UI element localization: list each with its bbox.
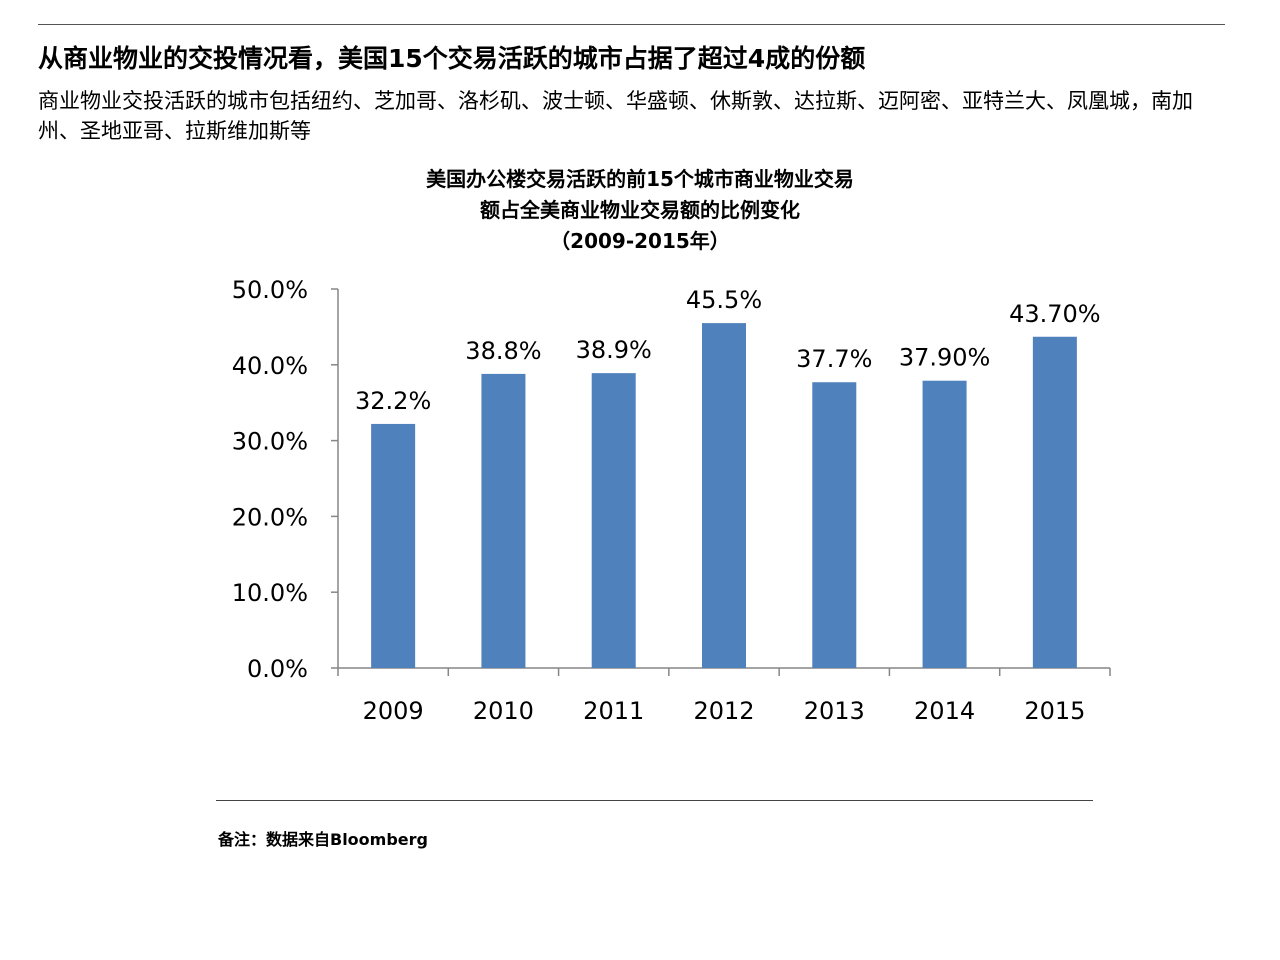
y-tick-label: 30.0%	[232, 428, 308, 456]
y-tick-label: 50.0%	[232, 276, 308, 304]
chart-title-line-3: （2009-2015年）	[550, 229, 730, 253]
top-divider	[38, 24, 1225, 25]
bar-2012	[702, 323, 746, 668]
footnote: 备注：数据来自Bloomberg	[218, 830, 428, 849]
x-tick-label-2014: 2014	[914, 697, 975, 725]
bar-2013	[812, 382, 857, 668]
data-label-2015: 43.70%	[1009, 300, 1101, 328]
bar-2009	[371, 423, 416, 668]
chart-title-line-2: 额占全美商业物业交易额的比例变化	[480, 198, 800, 222]
data-label-2010: 38.8%	[465, 337, 541, 365]
data-label-2012: 45.5%	[686, 286, 762, 314]
data-label-2009: 32.2%	[355, 387, 431, 415]
bar-2011	[591, 373, 636, 668]
x-tick-label-2015: 2015	[1024, 697, 1085, 725]
y-tick-label: 20.0%	[232, 503, 308, 531]
data-label-2013: 37.7%	[796, 345, 872, 373]
bottom-divider	[216, 800, 1093, 801]
x-tick-label-2013: 2013	[804, 697, 865, 725]
x-tick-label-2009: 2009	[363, 697, 424, 725]
data-label-2014: 37.90%	[899, 344, 991, 372]
y-tick-label: 0.0%	[247, 655, 308, 683]
y-tick-label: 40.0%	[232, 352, 308, 380]
data-label-2011: 38.9%	[576, 336, 652, 364]
x-tick-label-2012: 2012	[693, 697, 754, 725]
bar-2010	[481, 373, 526, 668]
bar-2015	[1032, 336, 1077, 668]
headline: 从商业物业的交投情况看，美国15个交易活跃的城市占据了超过4成的份额	[38, 44, 866, 73]
chart-title-line-1: 美国办公楼交易活跃的前15个城市商业物业交易	[426, 167, 854, 191]
bar-2014	[922, 380, 967, 668]
y-tick-label: 10.0%	[232, 579, 308, 607]
x-tick-label-2011: 2011	[583, 697, 644, 725]
chart-title: 美国办公楼交易活跃的前15个城市商业物业交易 额占全美商业物业交易额的比例变化 …	[340, 164, 940, 257]
x-tick-label-2010: 2010	[473, 697, 534, 725]
subtext: 商业物业交投活跃的城市包括纽约、芝加哥、洛杉矶、波士顿、华盛顿、休斯敦、达拉斯、…	[38, 89, 1193, 143]
